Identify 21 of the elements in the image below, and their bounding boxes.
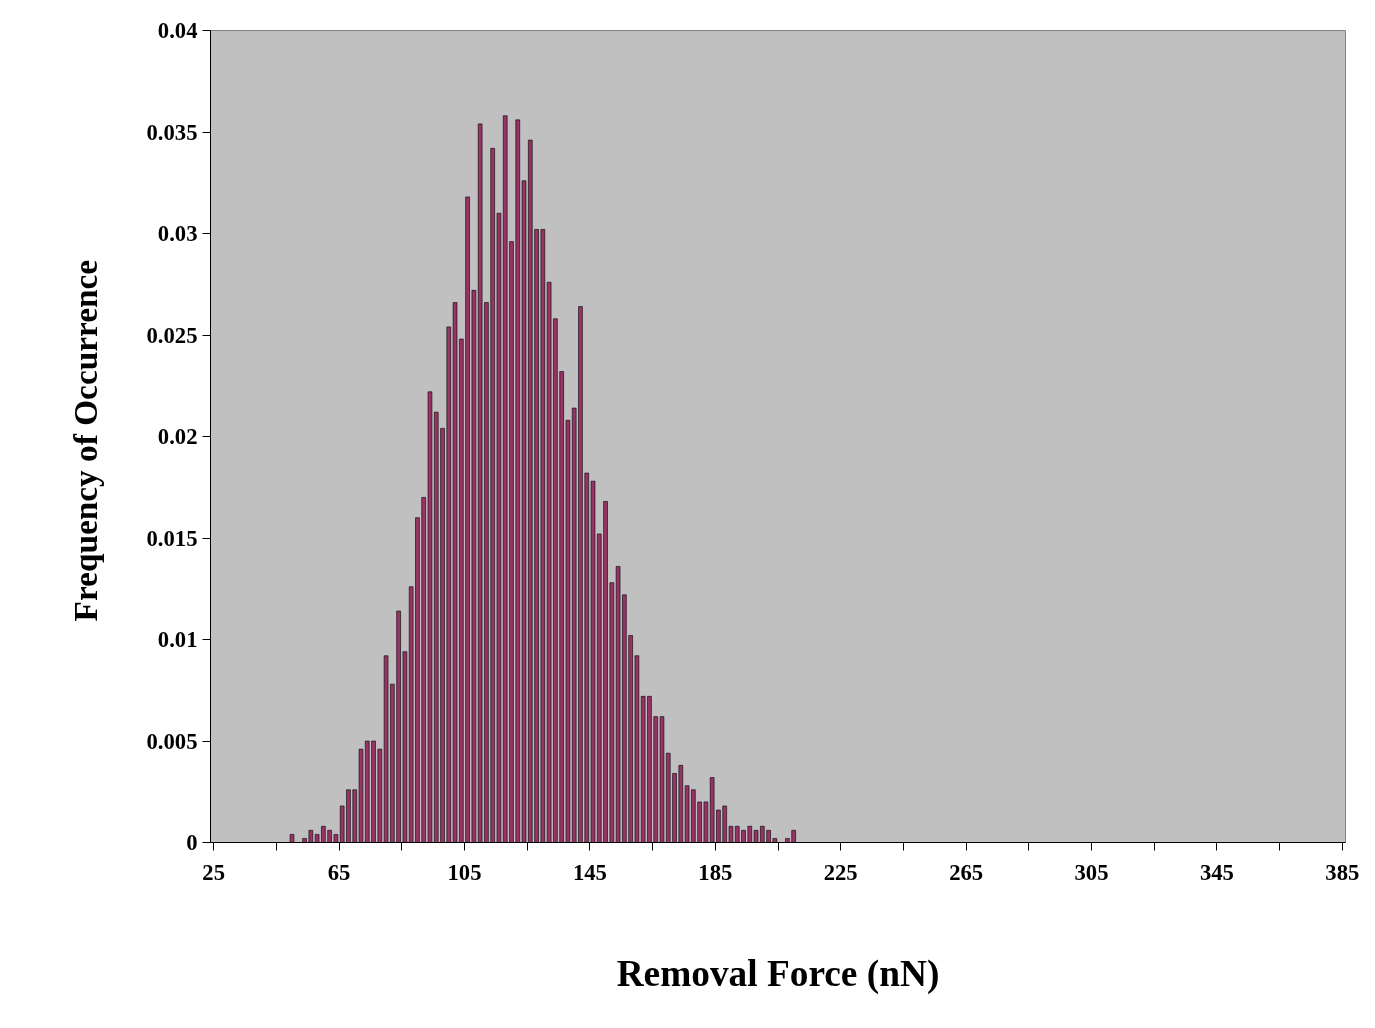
x-tick-label: 65 (327, 859, 351, 885)
x-tick-label: 25 (202, 859, 225, 885)
x-tick-label: 385 (1325, 859, 1360, 885)
x-axis-title: Removal Force (nN) (616, 952, 940, 995)
x-tick-label: 185 (698, 859, 733, 885)
y-tick-label: 0 (186, 830, 198, 855)
y-tick-label: 0.03 (157, 221, 198, 246)
y-tick-label: 0.005 (146, 728, 198, 754)
y-tick-label: 0.04 (157, 18, 198, 43)
y-tick-label: 0.025 (146, 322, 198, 348)
x-tick-label: 345 (1199, 859, 1234, 885)
x-tick-label: 105 (447, 859, 482, 885)
y-axis-title: Frequency of Occurrence (66, 259, 104, 622)
y-tick-label: 0.035 (146, 119, 198, 145)
y-tick-label: 0.01 (157, 627, 198, 652)
x-tick-label: 145 (572, 859, 607, 885)
x-tick-label: 225 (823, 859, 858, 885)
x-tick-label: 265 (949, 859, 984, 885)
y-tick-label: 0.015 (146, 525, 198, 551)
y-tick-label: 0.02 (157, 424, 198, 449)
x-tick-label: 305 (1074, 859, 1109, 885)
